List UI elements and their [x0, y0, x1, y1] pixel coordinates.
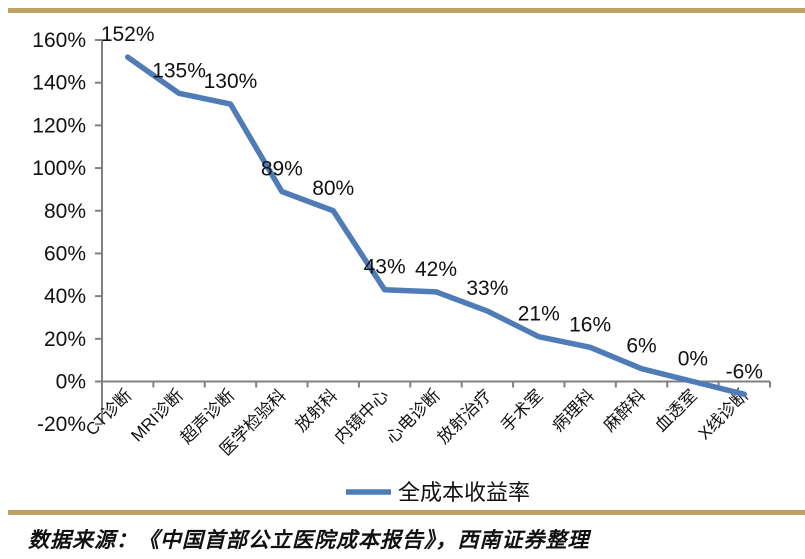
category-label: 血透室 [651, 386, 700, 435]
full-cost-yield-line-chart: -20% 0% 20% 40% 60% 80% 100% 120% 140% 160% CT诊断MR… [32, 23, 771, 505]
data-label: 135% [152, 59, 206, 82]
data-source-note: 数据来源：《中国首部公立医院成本报告》，西南证券整理 [28, 527, 590, 552]
x-axis [101, 380, 771, 388]
y-axis: -20% 0% 20% 40% 60% 80% 100% 120% 140% 160% [32, 29, 103, 436]
y-axis-tick-label: 160% [32, 29, 86, 52]
y-axis-tick-label: 20% [44, 328, 86, 351]
y-axis-tick-label: 140% [32, 72, 86, 95]
y-axis-tick-label: 80% [44, 200, 86, 223]
data-label: 33% [466, 277, 508, 300]
category-label: 病理科 [548, 386, 597, 435]
data-labels: 152% 135%130% 89% 80% 43% 42% 33% 21% 16% 6% 0% -6% [101, 23, 763, 383]
bottom-divider [8, 510, 805, 515]
data-label: 43% [364, 256, 406, 279]
y-axis-tick-label: 120% [32, 114, 86, 137]
category-label: 放射科 [292, 386, 341, 435]
series-line [124, 54, 748, 398]
data-label: 21% [518, 303, 560, 326]
x-axis-labels: CT诊断MRI诊断超声诊断医学检验科 放射科内镜中心心电诊断放射治疗 手术室 病理科麻… [82, 386, 752, 460]
data-label: 16% [569, 313, 611, 336]
data-label: -6% [726, 360, 763, 383]
data-label: 42% [415, 258, 457, 281]
data-label: 0% [678, 348, 708, 371]
top-divider [8, 8, 805, 13]
data-label: 130% [204, 70, 258, 93]
y-axis-tick-label: 40% [44, 285, 86, 308]
category-label: 心电诊断 [382, 386, 444, 448]
category-label: 麻醉科 [600, 386, 649, 435]
data-label: 89% [261, 158, 303, 181]
data-label: 80% [312, 177, 354, 200]
y-axis-tick-label: 60% [44, 242, 86, 265]
legend-label: 全成本收益率 [398, 480, 530, 505]
category-label: 手术室 [497, 386, 546, 435]
legend: 全成本收益率 [346, 480, 530, 505]
data-label: 6% [626, 335, 656, 358]
y-axis-tick-label: -20% [37, 413, 86, 436]
y-axis-tick-label: 0% [56, 371, 86, 394]
category-label: 放射治疗 [434, 386, 496, 448]
y-axis-tick-label: 100% [32, 157, 86, 180]
data-label: 152% [101, 23, 155, 46]
category-label: 内镜中心 [331, 386, 393, 448]
